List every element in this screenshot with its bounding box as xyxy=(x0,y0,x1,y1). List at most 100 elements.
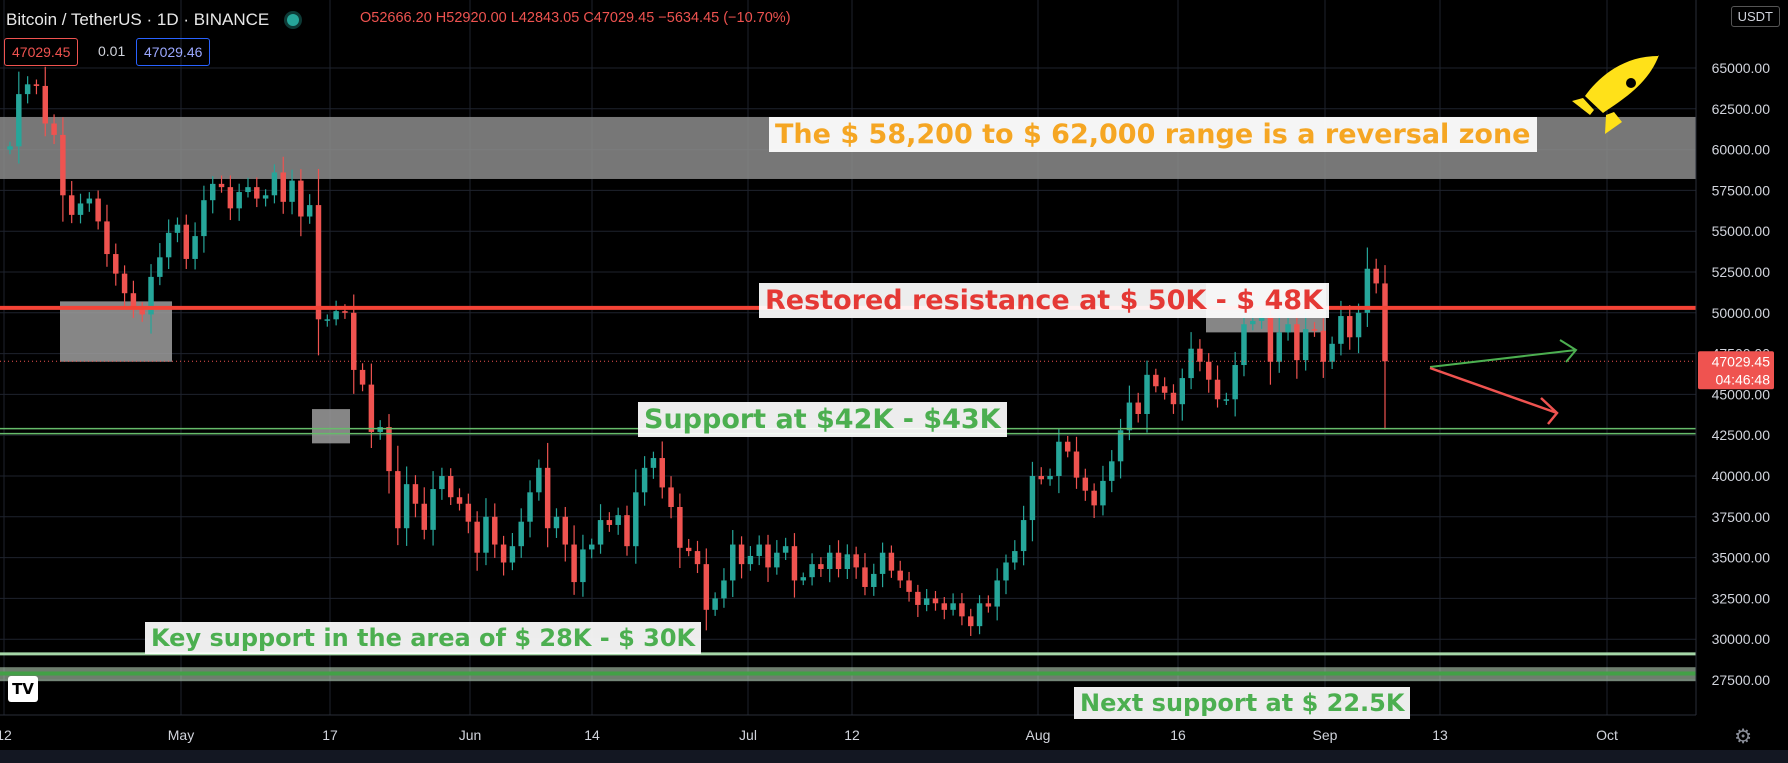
candle xyxy=(1082,468,1089,501)
time-axis[interactable]: 12 May 17 Jun 14 Jul 12 Aug 16 Sep 13 Oct xyxy=(0,714,1788,763)
candle xyxy=(1073,436,1080,489)
candle xyxy=(359,363,366,392)
candle xyxy=(800,572,807,586)
time-tick-label: Aug xyxy=(1026,727,1051,743)
candle xyxy=(1109,450,1115,493)
candle xyxy=(588,538,595,559)
candle xyxy=(315,168,322,356)
bearish-arrow xyxy=(1429,366,1559,425)
candle xyxy=(518,508,524,558)
candle xyxy=(871,563,877,596)
candle xyxy=(439,467,445,500)
price-tick-label: 42500.00 xyxy=(1712,427,1771,443)
candle xyxy=(24,76,31,104)
candle xyxy=(659,441,665,499)
candle xyxy=(1029,461,1036,542)
candle xyxy=(492,503,498,558)
candle xyxy=(430,471,436,546)
candle xyxy=(1038,467,1044,485)
candle xyxy=(1091,483,1097,519)
candle xyxy=(756,535,762,566)
candle xyxy=(1020,505,1027,566)
candle xyxy=(77,193,84,224)
price-tick-label: 62500.00 xyxy=(1712,101,1771,117)
candle xyxy=(306,194,313,224)
candle xyxy=(1382,265,1388,430)
candle xyxy=(139,302,145,322)
candle xyxy=(747,546,754,571)
price-tick-label: 52500.00 xyxy=(1712,264,1771,280)
candle xyxy=(113,243,119,286)
candle xyxy=(1161,377,1168,400)
sell-price-button[interactable]: 47029.45 xyxy=(4,38,79,66)
candle xyxy=(1135,392,1141,423)
candle xyxy=(386,414,392,494)
price-tick-label: 57500.00 xyxy=(1712,182,1771,198)
candle xyxy=(1126,385,1133,441)
candle xyxy=(333,300,339,326)
candle xyxy=(562,506,569,562)
candle xyxy=(668,476,674,519)
candle xyxy=(774,540,780,575)
candle xyxy=(1373,258,1379,294)
candle xyxy=(174,217,181,243)
time-tick-label: Oct xyxy=(1596,727,1618,743)
key-support-label: Key support in the area of $ 28K - $ 30K xyxy=(145,622,702,654)
price-tick-label: 40000.00 xyxy=(1712,468,1771,484)
tradingview-logo-icon[interactable]: TV xyxy=(8,676,38,702)
candle xyxy=(465,493,472,534)
price-axis[interactable]: 27500.00 30000.00 32500.00 35000.00 37500.00… xyxy=(1695,0,1771,715)
candle xyxy=(209,176,216,214)
candle xyxy=(544,442,551,548)
symbol-title[interactable]: Bitcoin / TetherUS · 1D · BINANCE xyxy=(6,10,270,29)
candle xyxy=(456,488,463,511)
candle xyxy=(897,560,903,588)
candle xyxy=(271,164,278,204)
candle xyxy=(641,456,648,506)
consolidation-box xyxy=(312,409,350,444)
candle xyxy=(941,597,948,620)
candle xyxy=(1012,540,1018,570)
candle xyxy=(915,584,921,618)
candle xyxy=(298,169,304,237)
candle xyxy=(959,593,965,626)
time-tick-label: Jul xyxy=(739,727,757,743)
candle xyxy=(826,545,833,583)
candle xyxy=(500,535,507,576)
candle xyxy=(1355,303,1362,354)
candle xyxy=(1232,351,1238,417)
last-price-badge xyxy=(1698,351,1774,390)
candle xyxy=(403,466,410,546)
time-tick-label: 14 xyxy=(584,727,600,743)
candle xyxy=(879,542,886,588)
buy-price-button[interactable]: 47029.46 xyxy=(136,38,211,66)
chart-header: Bitcoin / TetherUS · 1D · BINANCE xyxy=(6,8,300,32)
price-tick-label: 45000.00 xyxy=(1712,386,1771,402)
candle xyxy=(1197,339,1203,372)
candle xyxy=(738,536,745,579)
gear-icon[interactable]: ⚙ xyxy=(1734,726,1752,748)
time-tick-label: Jun xyxy=(459,727,482,743)
candle xyxy=(624,505,630,556)
time-tick-label: 13 xyxy=(1432,727,1448,743)
projection-arrows xyxy=(1429,339,1578,425)
candle xyxy=(130,280,137,318)
candle xyxy=(447,468,454,506)
candle xyxy=(862,553,868,596)
candle xyxy=(906,571,912,602)
candle xyxy=(33,79,40,95)
time-tick-label: 12 xyxy=(0,727,12,743)
candle xyxy=(254,177,260,208)
candle xyxy=(262,189,269,207)
price-tick-label: 27500.00 xyxy=(1712,672,1771,688)
candle xyxy=(650,451,657,479)
candle xyxy=(1170,384,1177,414)
candle xyxy=(1144,360,1150,433)
price-tick-label: 55000.00 xyxy=(1712,223,1771,239)
candle xyxy=(571,525,577,595)
currency-badge[interactable]: USDT xyxy=(1730,6,1780,27)
candle xyxy=(615,507,621,535)
candle xyxy=(1003,554,1009,595)
candle xyxy=(765,534,771,582)
candle xyxy=(1153,368,1159,393)
